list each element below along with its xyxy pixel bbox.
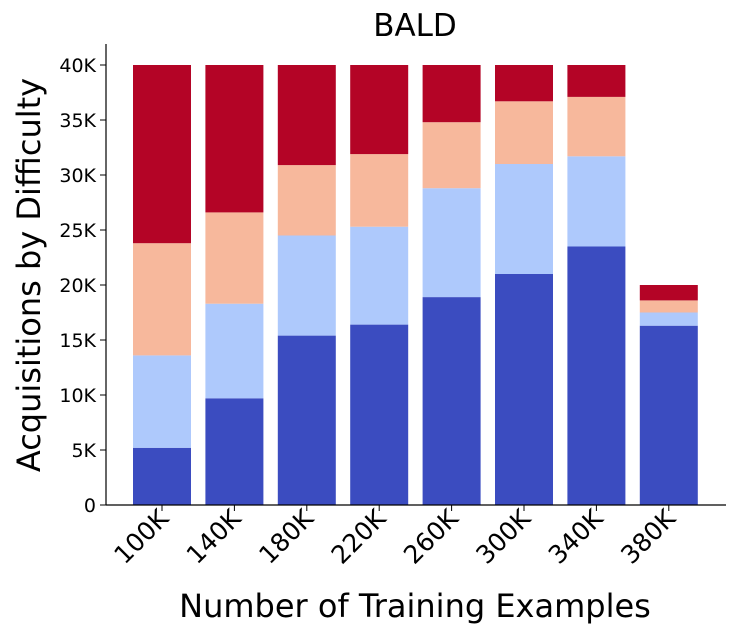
bar-segment-380K-2 (639, 300, 698, 313)
bar-segment-300K-2 (495, 101, 553, 164)
y-tick-label: 25K (59, 220, 96, 242)
x-tick-label-300K: 300K (470, 503, 536, 569)
bar-segment-140K-2 (205, 212, 264, 304)
bar-segment-140K-1 (205, 303, 264, 399)
bar-segment-340K-0 (567, 246, 626, 505)
y-tick-label: 20K (59, 275, 96, 297)
x-tick-label-260K: 260K (398, 503, 464, 569)
bar-segment-260K-2 (422, 122, 481, 189)
bar-segment-140K-3 (205, 65, 264, 213)
y-tick-label: 15K (59, 330, 96, 352)
bar-segment-100K-3 (133, 65, 191, 244)
bar-segment-340K-2 (567, 96, 626, 157)
bar-segment-180K-1 (277, 235, 336, 336)
bar-segment-340K-1 (567, 156, 626, 247)
y-tick-label: 40K (59, 55, 96, 77)
bar-segment-220K-3 (350, 65, 409, 155)
bar-segment-100K-0 (133, 447, 191, 505)
bar-segment-180K-0 (277, 335, 336, 505)
y-tick-label: 10K (59, 385, 96, 407)
bar-segment-180K-2 (277, 165, 336, 236)
bar-segment-380K-3 (639, 285, 698, 301)
x-tick-label-340K: 340K (543, 503, 609, 569)
y-axis-ticks: 0 5K 10K 15K 20K 25K 30K 35K 40K (59, 55, 106, 517)
bar-segment-300K-3 (495, 65, 553, 102)
x-tick-label-100K: 100K (108, 503, 174, 569)
bar-segment-300K-1 (495, 164, 553, 274)
y-tick-label: 0 (84, 495, 96, 517)
x-tick-label-220K: 220K (326, 503, 392, 569)
bar-segment-300K-0 (495, 274, 553, 505)
bar-segment-140K-0 (205, 398, 264, 505)
y-axis-label: Acquisitions by Difficulty (10, 78, 48, 472)
y-tick-label: 5K (71, 440, 96, 462)
chart-title: BALD (373, 8, 457, 44)
bar-segment-260K-1 (422, 188, 481, 298)
bar-segment-260K-3 (422, 65, 481, 123)
bar-segment-220K-1 (350, 226, 409, 325)
bar-segment-100K-2 (133, 243, 191, 356)
bar-segment-380K-1 (639, 312, 698, 326)
bars-group (133, 65, 698, 505)
x-tick-label-380K: 380K (615, 503, 681, 569)
y-tick-label: 35K (59, 110, 96, 132)
x-axis-ticks: 100K 140K 180K 220K 260K 300K 340K 380K (108, 503, 681, 569)
x-tick-label-140K: 140K (181, 503, 247, 569)
bar-segment-100K-1 (133, 355, 191, 448)
x-axis-label: Number of Training Examples (179, 587, 651, 625)
bar-segment-380K-0 (639, 325, 698, 505)
y-tick-label: 30K (59, 165, 96, 187)
bar-segment-260K-0 (422, 297, 481, 505)
x-tick-label-180K: 180K (253, 503, 319, 569)
bar-segment-180K-3 (277, 65, 336, 166)
bar-segment-220K-0 (350, 324, 409, 505)
bar-segment-220K-2 (350, 154, 409, 227)
bar-segment-340K-3 (567, 65, 626, 97)
